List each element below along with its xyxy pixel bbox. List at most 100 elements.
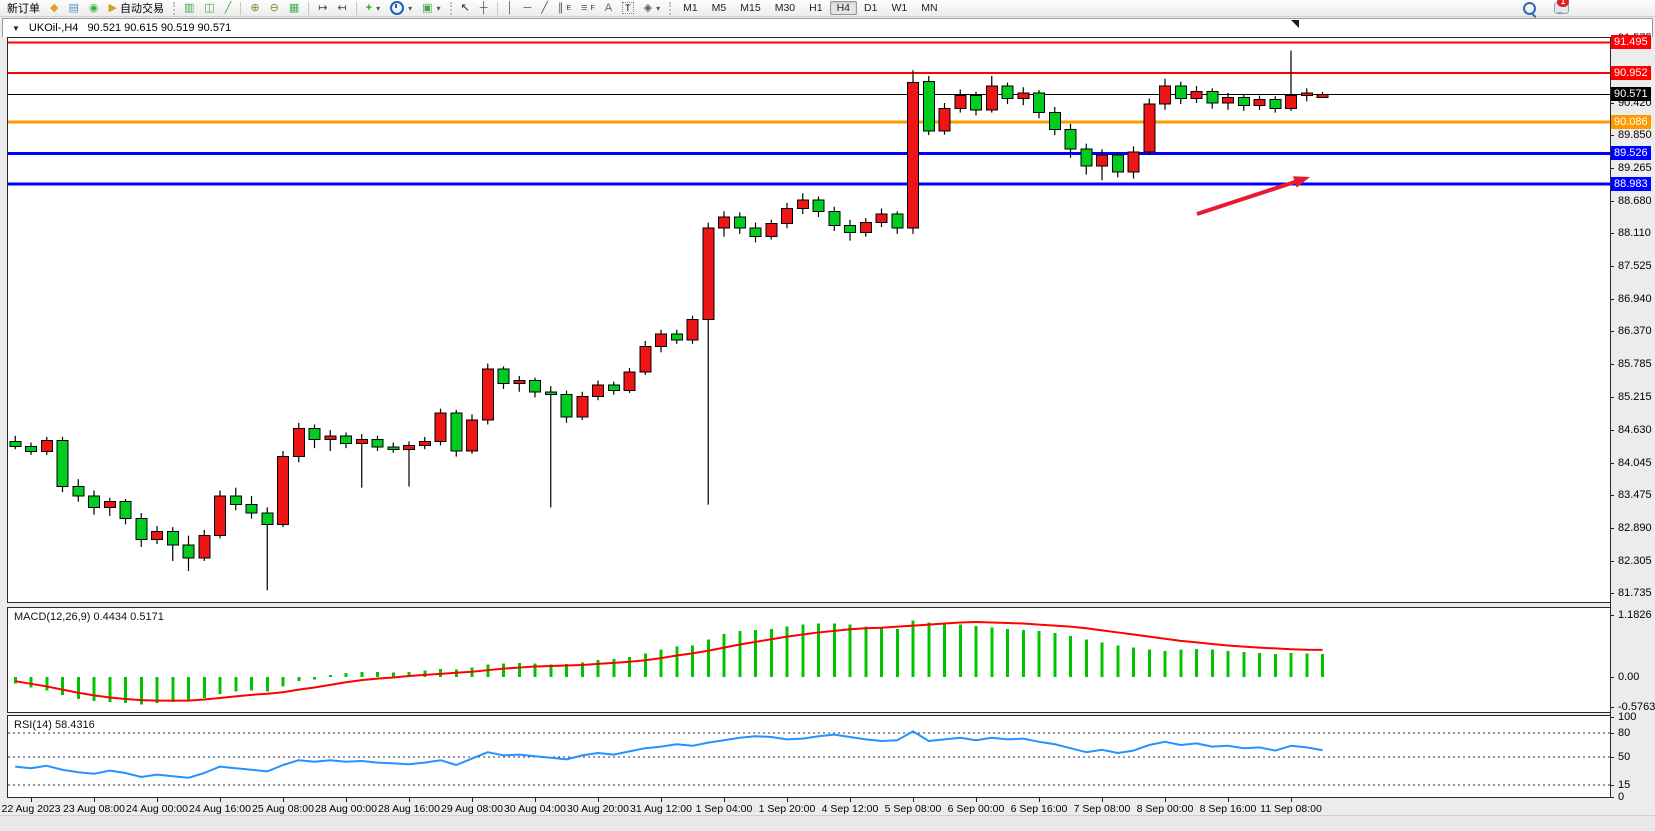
- timeframe-button-m30[interactable]: M30: [774, 2, 796, 14]
- timeframe-button-mn[interactable]: MN: [921, 2, 938, 14]
- channel-button[interactable]: ∥ E: [557, 1, 572, 14]
- strategy-tester-button[interactable]: ▤: [64, 1, 82, 16]
- candle-bull: [1159, 85, 1171, 105]
- dropdown-arrow-icon: ▾: [656, 3, 661, 13]
- candle-bull: [1127, 151, 1140, 173]
- chart-symbol-label: UKOil-,H4: [28, 22, 79, 34]
- macd-indicator-label: MACD(12,26,9) 0.4434 0.5171: [14, 611, 164, 623]
- time-axis-label: 24 Aug 00:00: [126, 803, 188, 815]
- search-button[interactable]: [1519, 1, 1540, 16]
- candle-bull: [592, 384, 604, 397]
- shapes-button[interactable]: ◈ ▾: [640, 1, 664, 16]
- candle-bull: [214, 495, 226, 537]
- candle-bear: [1111, 154, 1124, 173]
- time-tick: [850, 798, 851, 802]
- vertical-line-button[interactable]: │: [503, 1, 518, 16]
- bar-chart-button[interactable]: ▥: [180, 1, 198, 16]
- time-axis-label: 7 Sep 08:00: [1073, 803, 1131, 815]
- crosshair-button[interactable]: ┼: [476, 1, 492, 16]
- time-tick: [283, 798, 284, 802]
- candle-bull: [639, 346, 652, 373]
- candle-bull: [623, 371, 636, 392]
- terminal-button[interactable]: ◆: [46, 1, 62, 16]
- zoom-in-button[interactable]: ⊕: [246, 1, 263, 16]
- window-left-edge: [0, 17, 7, 815]
- candle-bull: [198, 535, 211, 559]
- timeframe-button-d1[interactable]: D1: [864, 2, 878, 14]
- separator: [308, 1, 310, 15]
- line-chart-button[interactable]: ╱: [221, 1, 236, 16]
- timeframe-button-m5[interactable]: M5: [711, 2, 727, 14]
- candlestick-chart-button[interactable]: ◫: [200, 1, 218, 16]
- price-pane[interactable]: [7, 37, 1610, 603]
- candle-bull: [434, 412, 447, 442]
- candle-bear: [1064, 129, 1077, 150]
- cursor-button[interactable]: ↖: [457, 1, 474, 16]
- candle-bull: [292, 427, 305, 458]
- toolbar: 新订单 ◆ ▤ ◉ ▶ 自动交易 ▥ ◫ ╱ ⊕ ⊖ ▦ ↦ ↤ + ▾ ▾ ▣ ▾…: [0, 0, 1655, 17]
- chart-shift-button[interactable]: ↤: [333, 1, 350, 16]
- candle-bull: [765, 223, 778, 238]
- horizontal-line-button[interactable]: ─: [519, 1, 535, 16]
- timeframe-button-w1[interactable]: W1: [891, 2, 908, 14]
- candle-bull: [702, 227, 715, 321]
- new-order-button[interactable]: 新订单: [7, 3, 40, 15]
- time-axis-label: 24 Aug 16:00: [189, 803, 251, 815]
- time-axis[interactable]: 22 Aug 2023 23 Aug 08:00 24 Aug 00:00 24 Au…: [0, 797, 1655, 815]
- templates-button[interactable]: ▣ ▾: [418, 1, 444, 16]
- price-tick: [1610, 494, 1614, 496]
- time-tick: [661, 798, 662, 802]
- time-axis-label: 31 Aug 12:00: [630, 803, 692, 815]
- candle-bear: [560, 394, 573, 418]
- text-button[interactable]: A: [601, 1, 616, 16]
- time-tick: [1165, 798, 1166, 802]
- time-tick: [94, 798, 95, 802]
- chat-button[interactable]: 1: [1550, 0, 1573, 16]
- candle-bull: [324, 435, 337, 441]
- timeframe-button-m1[interactable]: M1: [683, 2, 698, 14]
- navigator-icon: ◉: [88, 1, 99, 14]
- rsi-chart[interactable]: [8, 716, 1610, 797]
- price-tick-label: 82.305: [1618, 554, 1652, 567]
- navigator-button[interactable]: ◉: [85, 1, 103, 16]
- candle-bear: [733, 216, 746, 229]
- candle-bear: [135, 518, 148, 541]
- trendline-icon: ╱: [541, 1, 548, 14]
- time-axis-label: 1 Sep 20:00: [758, 803, 816, 815]
- price-axis[interactable]: 91.57590.42089.85089.26588.68088.11087.5…: [1610, 17, 1655, 815]
- auto-scroll-button[interactable]: ↦: [314, 1, 331, 16]
- candle-bull: [40, 439, 53, 453]
- autotrade-button[interactable]: ▶ 自动交易: [108, 1, 164, 16]
- candle-bear: [670, 333, 683, 341]
- price-tick: [1610, 592, 1614, 594]
- macd-axis-tick: [1610, 707, 1614, 709]
- candle-bull: [859, 222, 872, 234]
- macd-pane[interactable]: [7, 607, 1610, 713]
- candle-bear: [1174, 85, 1187, 99]
- candlestick-chart-icon: ◫: [204, 1, 215, 14]
- timeframe-button-m15[interactable]: M15: [740, 2, 761, 14]
- candle-bull: [151, 531, 163, 541]
- fibonacci-button[interactable]: ≡ F: [581, 1, 595, 14]
- time-tick: [913, 798, 914, 802]
- price-line-badge: 90.571: [1611, 87, 1651, 102]
- timeframe-button-h1[interactable]: H1: [809, 2, 823, 14]
- candle-bull: [1300, 92, 1313, 97]
- zoom-out-button[interactable]: ⊖: [266, 1, 283, 16]
- time-axis-label: 30 Aug 20:00: [567, 803, 629, 815]
- price-tick: [1610, 103, 1614, 104]
- macd-chart[interactable]: [8, 608, 1610, 712]
- rsi-axis-label: 80: [1618, 727, 1631, 739]
- tile-windows-button[interactable]: ▦: [285, 1, 303, 16]
- text-label-button[interactable]: T: [618, 1, 638, 16]
- trendline-button[interactable]: ╱: [537, 1, 552, 16]
- chart-shift-marker: [1291, 20, 1299, 28]
- time-tick: [976, 798, 977, 802]
- price-chart[interactable]: [8, 38, 1610, 602]
- one-click-trading-expander[interactable]: ▼: [12, 23, 20, 33]
- indicators-button[interactable]: + ▾: [362, 1, 384, 16]
- candle-bull: [355, 439, 368, 445]
- periods-button[interactable]: ▾: [386, 1, 416, 16]
- timeframe-button-h4[interactable]: H4: [829, 1, 858, 15]
- candle-bull: [781, 207, 793, 225]
